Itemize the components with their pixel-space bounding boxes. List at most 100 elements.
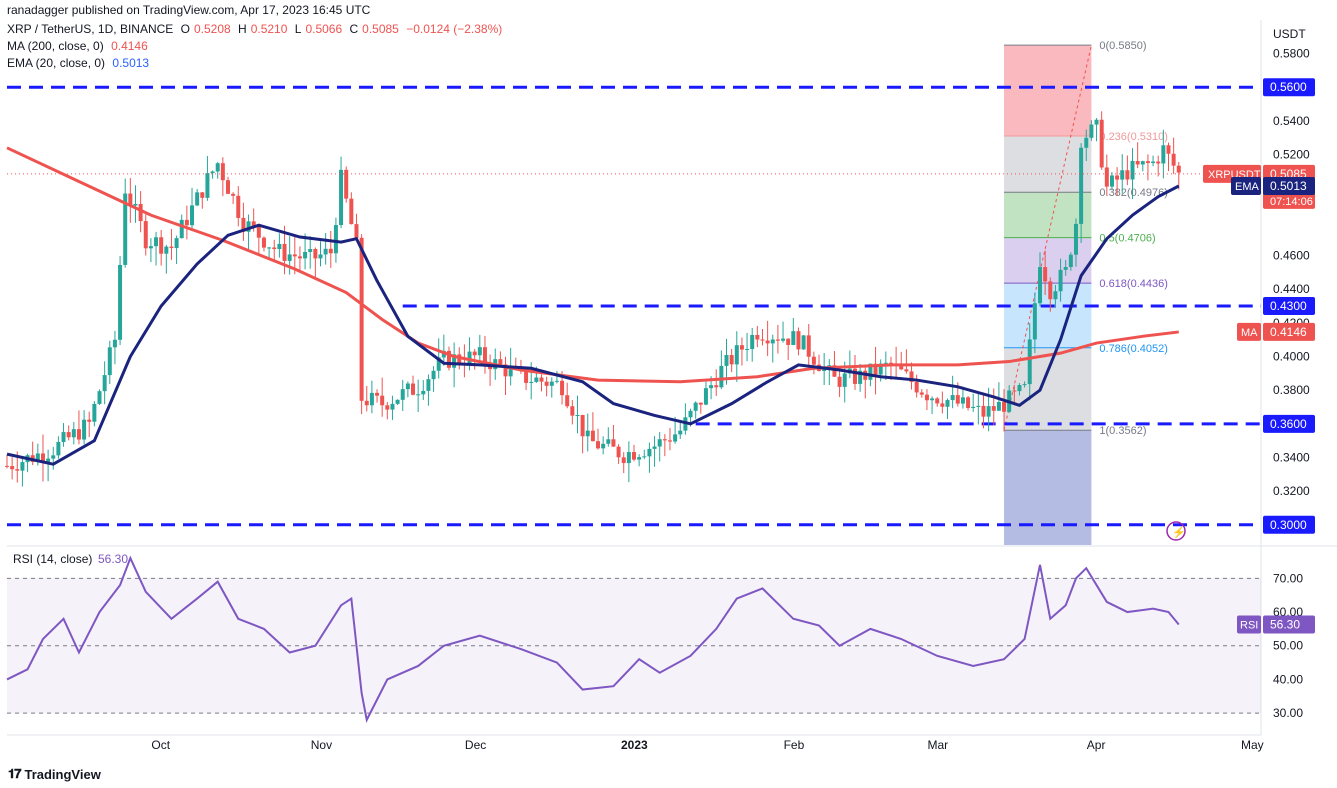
- fib-level-label: 0.382(0.4976): [1099, 187, 1168, 199]
- candle-body: [482, 347, 487, 363]
- level-tag-label: 0.5600: [1270, 80, 1307, 94]
- candle-body: [179, 219, 184, 239]
- candle-body: [452, 354, 457, 368]
- candle-body: [750, 334, 755, 349]
- candle-body: [647, 448, 652, 457]
- y-tick-label: 0.3200: [1273, 484, 1310, 498]
- candle-body: [575, 414, 580, 416]
- candle-body: [524, 368, 529, 383]
- candle-body: [87, 419, 92, 422]
- candle-body: [421, 390, 426, 395]
- candle-body: [241, 217, 246, 232]
- candle-body: [529, 381, 534, 383]
- candle-body: [1002, 401, 1007, 412]
- candle-body: [71, 429, 76, 438]
- candle-body: [544, 381, 549, 386]
- candle-body: [709, 385, 714, 389]
- candle-body: [333, 225, 338, 254]
- candle-body: [1135, 160, 1140, 165]
- candle-body: [97, 391, 102, 404]
- rsi-line: [6, 555, 1180, 723]
- candle-body: [549, 381, 554, 386]
- candle-body: [138, 203, 143, 222]
- ema-tag-name: [1231, 177, 1261, 196]
- candle-body: [914, 381, 919, 393]
- candle-body: [498, 359, 503, 365]
- x-tick-label: Apr: [1087, 738, 1106, 752]
- candle-body: [888, 362, 893, 364]
- candle-body: [1166, 145, 1171, 154]
- candle-body: [1094, 119, 1099, 125]
- candle-body: [883, 362, 888, 364]
- candle-body: [1084, 137, 1089, 148]
- ema-legend[interactable]: EMA (20, close, 0) 0.5013: [7, 56, 153, 70]
- candle-body: [678, 430, 683, 435]
- y-tick-label: 0.4600: [1273, 249, 1310, 263]
- candle-body: [46, 458, 51, 462]
- x-tick-label: Oct: [151, 738, 170, 752]
- candle-body: [128, 193, 133, 206]
- tradingview-footer[interactable]: 𝟏𝟕 TradingView: [8, 766, 101, 782]
- candle-body: [256, 226, 261, 238]
- candle-body: [323, 248, 328, 255]
- ema-tag-label: EMA: [1235, 181, 1260, 193]
- candle-body: [1145, 161, 1150, 164]
- candle-body: [960, 397, 965, 404]
- x-tick-label: Feb: [784, 738, 805, 752]
- candle-body: [786, 338, 791, 345]
- ema-tag-value: 0.5013: [1270, 179, 1307, 193]
- candle-body: [873, 363, 878, 375]
- y-tick-label: 0.4400: [1273, 282, 1310, 296]
- price-chart[interactable]: USDT0.58000.54000.52000.46000.44000.4200…: [0, 0, 1337, 760]
- candle-body: [606, 439, 611, 444]
- candle-body: [940, 403, 945, 407]
- candle-body: [806, 335, 811, 357]
- candle-body: [375, 392, 380, 396]
- candle-body: [112, 339, 117, 348]
- candle-body: [200, 192, 205, 198]
- candle-body: [282, 243, 287, 261]
- candle-body: [837, 376, 842, 387]
- y-tick-label: 0.3400: [1273, 450, 1310, 464]
- candle-body: [503, 364, 508, 377]
- candle-body: [801, 335, 806, 350]
- candle-body: [1171, 153, 1176, 166]
- candle-body: [667, 440, 672, 442]
- candle-body: [1058, 269, 1063, 292]
- candle-body: [924, 394, 929, 401]
- candle-body: [909, 371, 914, 382]
- candle-body: [164, 246, 169, 254]
- candle-body: [534, 377, 539, 382]
- candle-body: [935, 398, 940, 404]
- candle-body: [349, 198, 354, 225]
- candle-body: [966, 397, 971, 409]
- candle-body: [61, 432, 66, 442]
- candle-body: [719, 365, 724, 388]
- symbol-header: XRP / TetherUS, 1D, BINANCE O 0.5208 H 0.5…: [7, 22, 506, 36]
- fib-zone: [1004, 45, 1092, 137]
- x-tick-label: Nov: [311, 738, 332, 752]
- x-tick-label: 2023: [621, 738, 648, 752]
- candle-body: [1109, 175, 1114, 187]
- candle-body: [991, 406, 996, 411]
- candle-body: [390, 403, 395, 410]
- candle-body: [626, 452, 631, 464]
- candle-body: [236, 195, 241, 218]
- candle-body: [1022, 384, 1027, 386]
- candle-body: [945, 400, 950, 407]
- candle-body: [585, 430, 590, 437]
- x-tick-label: May: [1241, 738, 1264, 752]
- ma-legend[interactable]: MA (200, close, 0) 0.4146: [7, 39, 152, 53]
- candle-body: [380, 395, 385, 406]
- fib-zone: [1004, 283, 1092, 348]
- candle-body: [133, 203, 138, 206]
- lightning-glyph: ⚡: [1172, 526, 1186, 539]
- candle-body: [1027, 339, 1032, 385]
- change-value: −0.0124 (−2.38%): [406, 22, 503, 36]
- candle-body: [10, 466, 15, 470]
- level-tag: [1263, 297, 1315, 316]
- fib-level-label: 0.618(0.4436): [1099, 278, 1168, 290]
- candle-body: [996, 401, 1001, 411]
- ma-tag-label: MA: [1241, 327, 1258, 339]
- candle-body: [1156, 161, 1161, 164]
